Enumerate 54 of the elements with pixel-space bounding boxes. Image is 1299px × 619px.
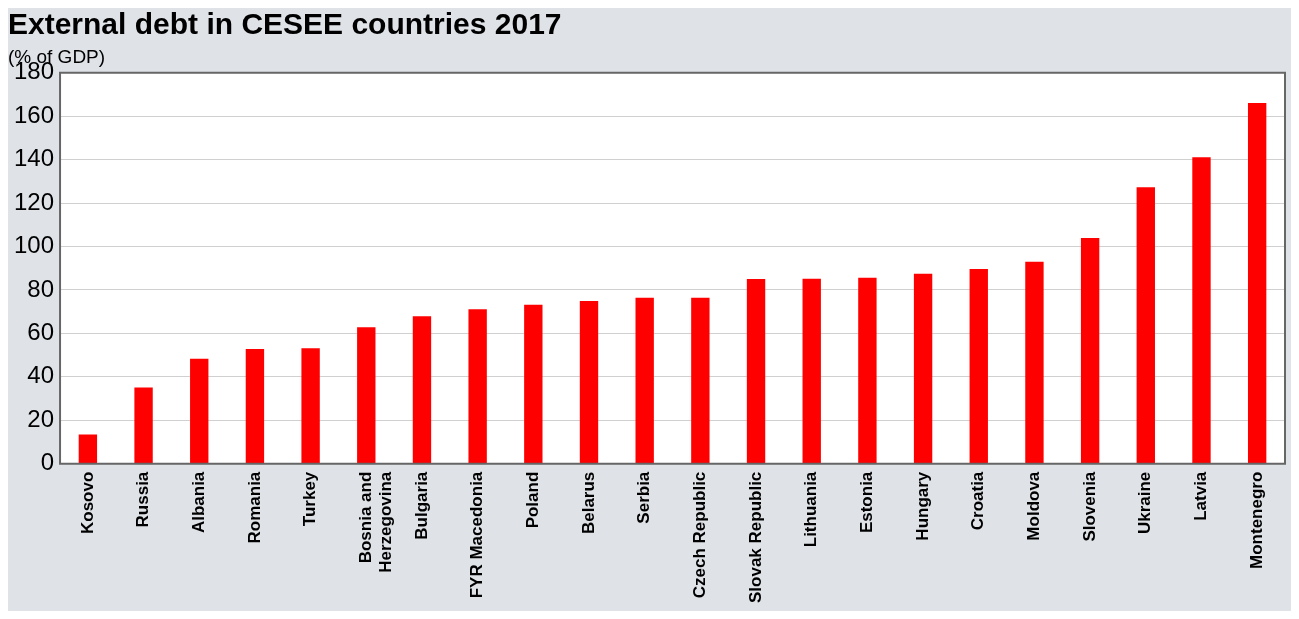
- bar: [913, 273, 933, 464]
- y-tick-label: 100: [14, 231, 55, 259]
- x-tick-label: Lithuania: [801, 471, 821, 548]
- x-tick-label: Romania: [244, 471, 264, 544]
- x-tick-label: Estonia: [857, 471, 877, 534]
- bar: [468, 309, 487, 464]
- x-tick-label: Moldova: [1024, 471, 1044, 541]
- bar: [746, 279, 766, 464]
- y-tick-label: 0: [40, 448, 55, 476]
- bar: [635, 297, 654, 464]
- bar: [1136, 187, 1155, 464]
- y-tick-label: 140: [14, 144, 55, 172]
- bar: [969, 268, 988, 464]
- x-tick-label: Belarus: [578, 471, 598, 535]
- x-tick-label: Ukraine: [1135, 471, 1155, 535]
- chart-title: External debt in CESEE countries 2017: [8, 7, 562, 41]
- x-tick-label: Russia: [133, 471, 153, 528]
- y-tick-label: 20: [27, 404, 55, 432]
- x-tick-label: FYR Macedonia: [467, 471, 487, 599]
- x-tick-label: Serbia: [634, 471, 654, 524]
- x-tick-label: Poland: [523, 471, 543, 529]
- x-tick-label: Slovenia: [1079, 471, 1099, 542]
- bar: [579, 301, 599, 464]
- y-tick-label: 60: [27, 318, 55, 346]
- bar: [134, 387, 153, 464]
- x-tick-label: Slovak Republic: [745, 471, 765, 604]
- bar: [190, 358, 209, 464]
- x-tick-label: Czech Republic: [690, 471, 710, 599]
- x-tick-label: Bosnia and Herzegovina: [355, 471, 396, 573]
- y-tick-label: 120: [14, 187, 55, 215]
- bar: [1025, 261, 1044, 464]
- x-tick-label: Albania: [188, 471, 208, 534]
- bar: [412, 316, 432, 464]
- y-tick-label: 160: [14, 100, 55, 128]
- bar: [1080, 238, 1100, 464]
- x-tick-label: Montenegro: [1246, 471, 1266, 569]
- y-tick-label: 40: [27, 361, 55, 389]
- bar: [802, 278, 821, 464]
- x-tick-label: Bulgaria: [411, 471, 431, 540]
- bar: [858, 277, 877, 464]
- bar: [78, 434, 98, 464]
- x-tick-label: Kosovo: [77, 471, 97, 535]
- y-tick-label: 80: [27, 274, 55, 302]
- x-tick-label: Latvia: [1191, 471, 1211, 521]
- bar: [1192, 157, 1211, 464]
- x-tick-label: Turkey: [300, 471, 320, 527]
- bar: [357, 327, 376, 464]
- bar: [245, 349, 265, 464]
- x-tick-label: Hungary: [912, 471, 932, 541]
- bar: [691, 297, 710, 464]
- bar: [524, 304, 543, 464]
- bar: [301, 348, 320, 464]
- x-tick-label: Croatia: [968, 471, 988, 531]
- bar: [1247, 102, 1267, 464]
